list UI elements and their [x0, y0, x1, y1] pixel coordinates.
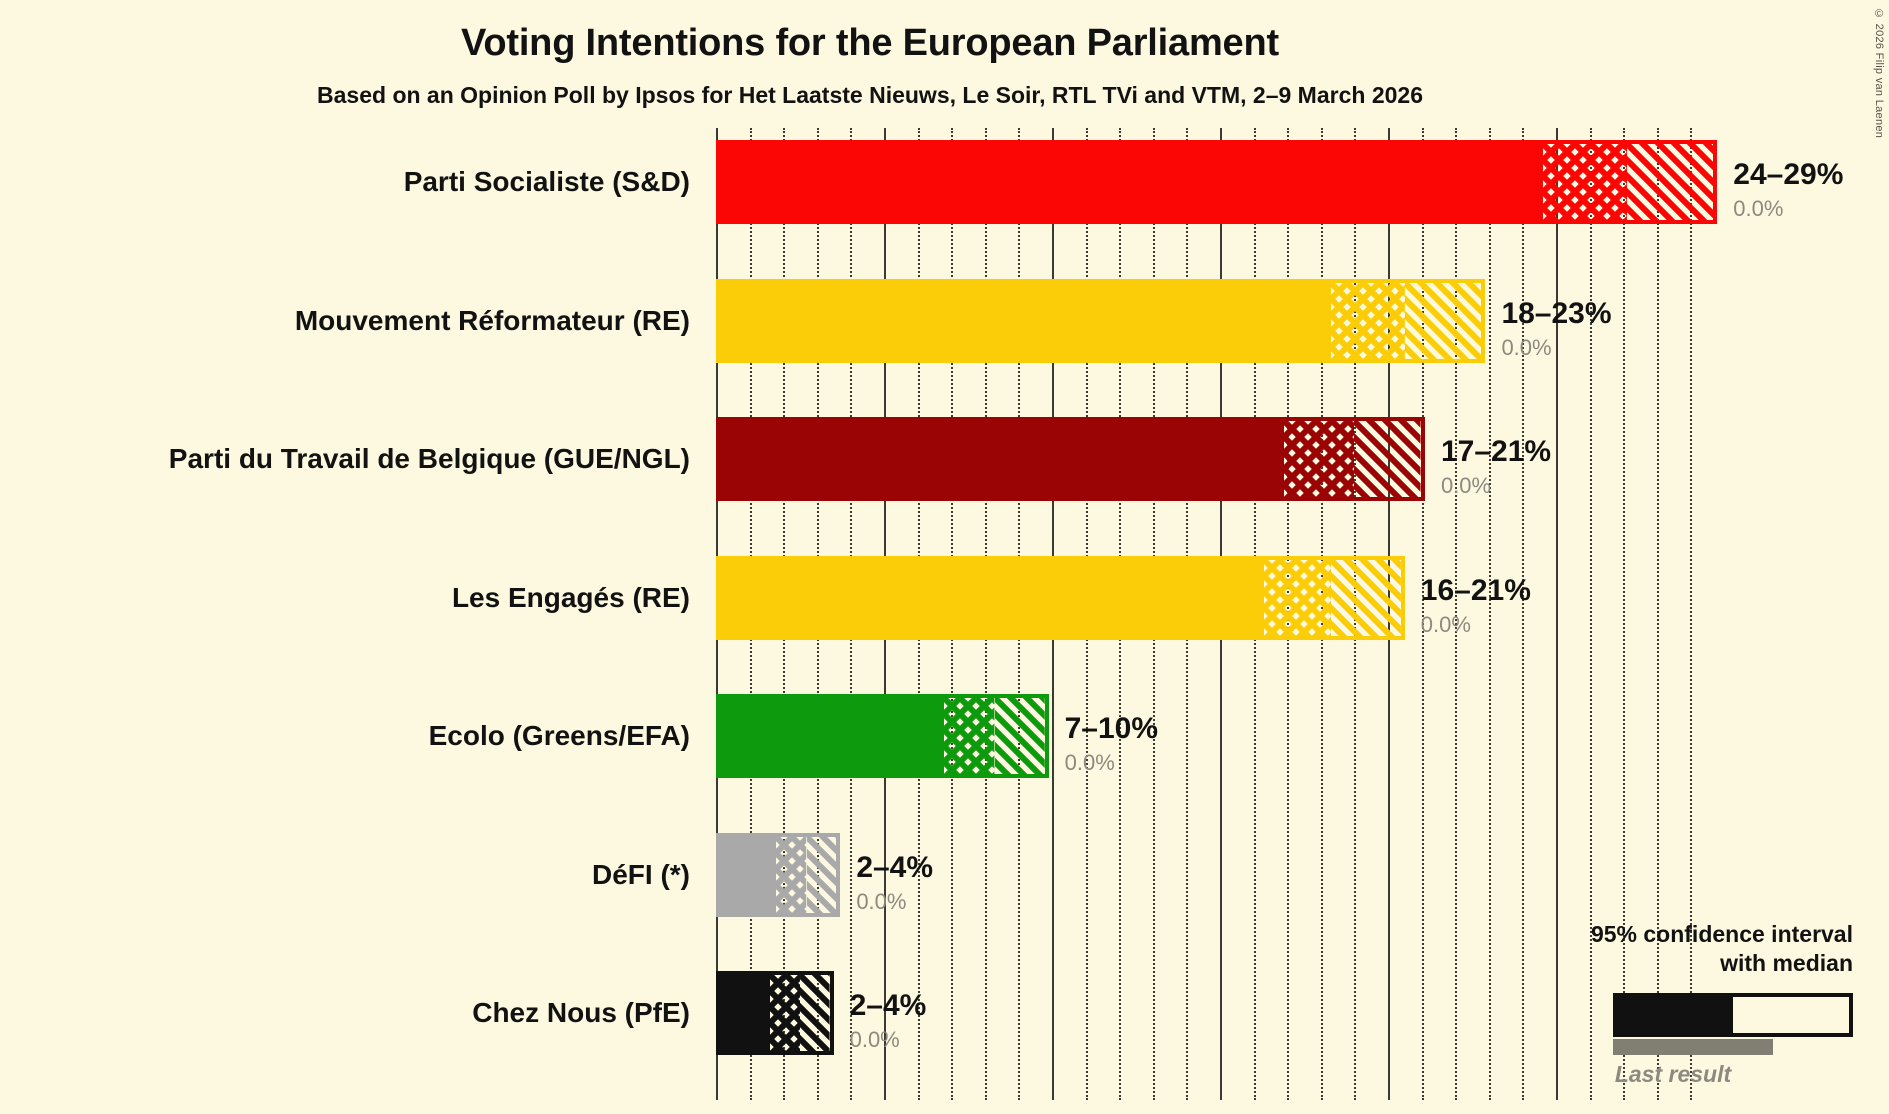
- bar-range-label: 18–23%: [1501, 296, 1612, 330]
- bar-range-label: 16–21%: [1420, 573, 1531, 607]
- major-gridline: [1556, 128, 1558, 1100]
- bar-segment-solid: [716, 971, 770, 1055]
- bar-segment-crosshatch: [769, 971, 800, 1055]
- bar-value-labels: 2–4% 0.0%: [840, 833, 933, 917]
- confidence-interval-bar[interactable]: [716, 832, 841, 917]
- minor-gridline: [1488, 128, 1491, 1100]
- bar-range-label: 17–21%: [1440, 435, 1552, 468]
- confidence-interval-bar[interactable]: [716, 140, 1718, 224]
- legend-line-2: with median: [1720, 950, 1853, 977]
- chart-plot-area: Parti Socialiste (S&D) 24–29% 0.0% Mouvemen…: [169, 128, 1843, 1100]
- bar-segment-solid: [716, 555, 1264, 640]
- confidence-interval-bar[interactable]: [716, 417, 1425, 501]
- bar-segment-crosshatch: [944, 694, 995, 778]
- chart-subtitle: Based on an Opinion Poll by Ipsos for He…: [317, 82, 1423, 108]
- bar-last-result-label: 0.0%: [1064, 750, 1115, 775]
- confidence-interval-bar[interactable]: [716, 278, 1486, 363]
- bar-segment-solid: [716, 694, 945, 778]
- bar-value-labels: 16–21% 0.0%: [1405, 556, 1531, 640]
- bar-range-label: 24–29%: [1733, 158, 1844, 191]
- bar-range-label: 7–10%: [1064, 712, 1159, 745]
- bar-category-label: Chez Nous (PfE): [472, 997, 690, 1028]
- bar-value-labels: 7–10% 0.0%: [1049, 694, 1158, 778]
- bar-range-label: 2–4%: [856, 850, 934, 884]
- bar-category-label: Mouvement Réformateur (RE): [294, 304, 690, 336]
- bar-segment-crosshatch: [776, 832, 807, 917]
- bar-last-result-label: 0.0%: [1501, 334, 1552, 360]
- bar-row[interactable]: Les Engagés (RE) 16–21% 0.0%: [452, 555, 1531, 640]
- legend-last-result-swatch: [1613, 1038, 1773, 1055]
- bar-row[interactable]: Ecolo (Greens/EFA) 7–10% 0.0%: [429, 694, 1158, 778]
- bar-range-label: 2–4%: [849, 989, 927, 1022]
- bar-last-result-label: 0.0%: [1440, 473, 1492, 498]
- legend-swatch-solid: [1613, 992, 1733, 1037]
- minor-gridline: [1623, 128, 1626, 1100]
- bar-segment-diagonal: [994, 694, 1049, 778]
- bar-value-labels: 17–21% 0.0%: [1425, 417, 1551, 501]
- minor-gridline: [1421, 128, 1424, 1100]
- bar-segment-diagonal: [1404, 278, 1486, 363]
- page-title: Voting Intentions for the European Parli…: [461, 22, 1279, 64]
- bar-last-result-label: 0.0%: [1420, 611, 1471, 637]
- minor-gridline: [1656, 128, 1659, 1100]
- bar-value-labels: 2–4% 0.0%: [834, 971, 927, 1055]
- bar-segment-diagonal: [1626, 140, 1718, 224]
- legend-swatch-diagonal: [1813, 992, 1853, 1037]
- legend-swatch-crosshatch: [1733, 992, 1813, 1037]
- bar-last-result-label: 0.0%: [856, 888, 907, 914]
- bar-segment-crosshatch: [1330, 278, 1405, 363]
- bar-last-result-label: 0.0%: [1733, 196, 1784, 221]
- bar-segment-diagonal: [1354, 417, 1425, 501]
- legend-text: 95% confidence interval with median: [1533, 920, 1853, 979]
- confidence-interval-bar[interactable]: [716, 971, 834, 1055]
- bar-category-label: Parti Socialiste (S&D): [403, 166, 690, 197]
- bar-category-label: Parti du Travail de Belgique (GUE/NGL): [168, 443, 690, 474]
- minor-gridline: [1690, 128, 1693, 1100]
- bar-value-labels: 24–29% 0.0%: [1717, 140, 1843, 224]
- minor-gridline: [1522, 128, 1525, 1100]
- bar-segment-diagonal: [799, 971, 834, 1055]
- bar-segment-solid: [716, 417, 1284, 501]
- bar-row[interactable]: DéFI (*) 2–4% 0.0%: [592, 832, 933, 917]
- bar-category-label: Les Engagés (RE): [451, 581, 690, 613]
- bar-segment-crosshatch: [1542, 140, 1627, 224]
- bar-category-label: DéFI (*): [592, 858, 690, 890]
- bar-segment-solid: [716, 832, 777, 917]
- confidence-interval-bar[interactable]: [716, 555, 1405, 640]
- minor-gridline: [1455, 128, 1458, 1100]
- confidence-interval-bar[interactable]: [716, 694, 1049, 778]
- legend-last-result-label: Last result: [1614, 1060, 1732, 1087]
- bar-segment-diagonal: [1330, 555, 1405, 640]
- chart-legend: 95% confidence interval with median Last…: [1533, 920, 1853, 1088]
- bar-segment-crosshatch: [1283, 417, 1355, 501]
- bar-row[interactable]: Parti du Travail de Belgique (GUE/NGL) 17…: [169, 417, 1551, 501]
- bar-row[interactable]: Chez Nous (PfE) 2–4% 0.0%: [472, 971, 926, 1055]
- bar-segment-solid: [716, 278, 1331, 363]
- minor-gridline: [1589, 128, 1592, 1100]
- legend-swatch: [1613, 992, 1853, 1037]
- bar-segment-solid: [716, 140, 1543, 224]
- bar-row[interactable]: Mouvement Réformateur (RE) 18–23% 0.0%: [295, 278, 1612, 363]
- bar-category-label: Ecolo (Greens/EFA): [428, 720, 690, 751]
- bar-row[interactable]: Parti Socialiste (S&D) 24–29% 0.0%: [404, 140, 1843, 224]
- bar-segment-crosshatch: [1263, 555, 1331, 640]
- copyright-notice: © 2026 Filip van Laenen: [1873, 8, 1885, 139]
- bar-last-result-label: 0.0%: [849, 1027, 900, 1052]
- bar-segment-diagonal: [806, 832, 841, 917]
- bar-value-labels: 18–23% 0.0%: [1485, 279, 1611, 363]
- legend-line-1: 95% confidence interval: [1590, 921, 1853, 947]
